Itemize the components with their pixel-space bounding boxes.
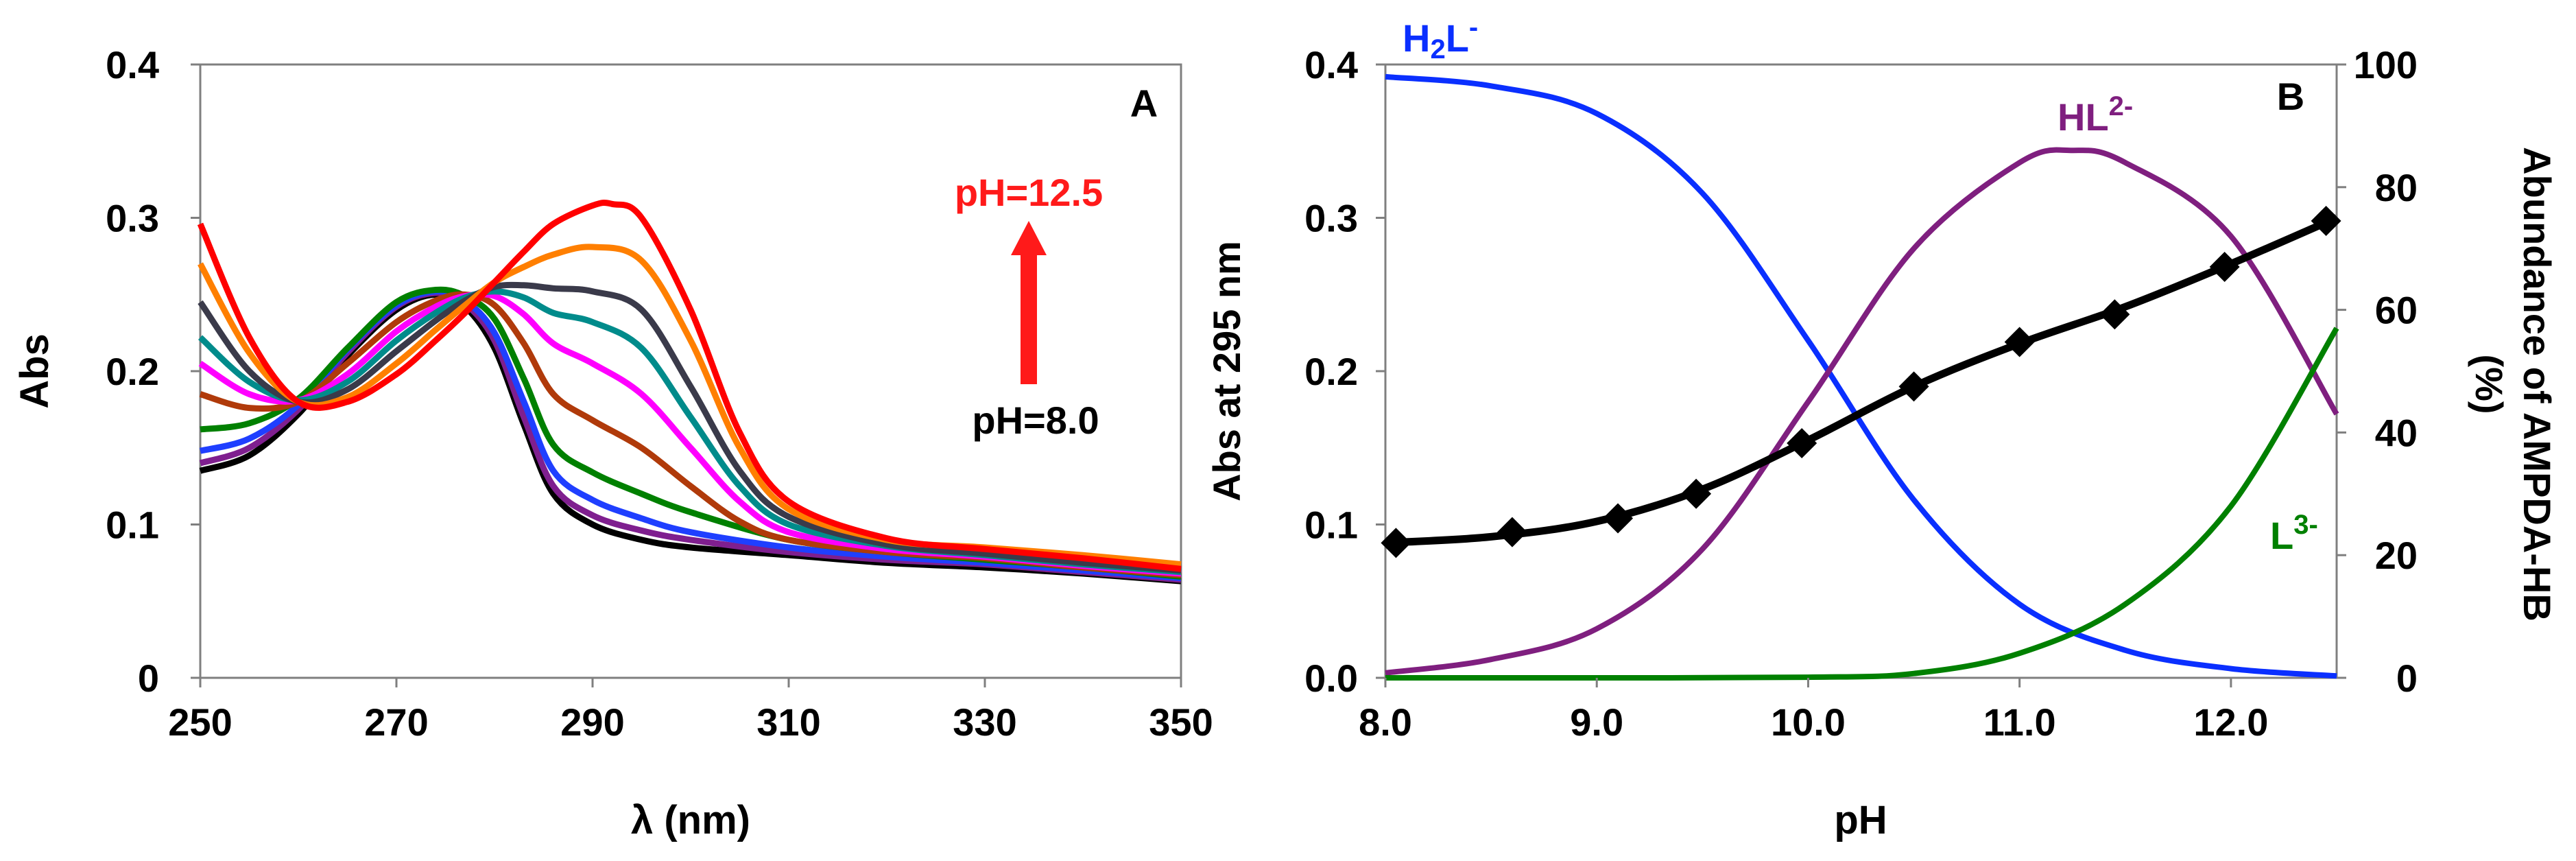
panel-b-y2-tick-label: 0 (2396, 657, 2418, 700)
panel-a: 250 270 290 310 330 350 0 0.1 0.2 0.3 0.4 A pH=12.… (12, 43, 1213, 842)
panel-b-species-curve-2 (1385, 147, 2339, 676)
panel-b-absorbance-point (1381, 528, 1411, 558)
panel-b-absorbance-point (1496, 517, 1527, 547)
panel-b-y2-axis-label-line2: (%) (2468, 354, 2511, 414)
panel-b-ticks: 8.0 9.0 10.0 11.0 12.0 0.0 0.1 0.2 0.3 0.4 0 20 40 60… (1304, 43, 2418, 744)
panel-a-y-tick-label: 0.3 (106, 197, 159, 240)
panel-a-y-tick-label: 0.2 (106, 350, 159, 393)
panel-letter-a: A (1130, 82, 1158, 125)
panel-b-absorbance-point (1898, 371, 1929, 402)
panel-b-x-tick-label: 12.0 (2193, 700, 2268, 744)
panel-b-y2-tick-label: 40 (2375, 411, 2418, 454)
panel-b-absorbance-point (2004, 327, 2035, 357)
panel-b-y2-tick-label: 60 (2375, 289, 2418, 332)
panel-b-absorbance-group (1381, 205, 2341, 558)
panel-a-x-tick-label: 350 (1149, 700, 1213, 744)
panel-a-x-tick-label: 290 (560, 700, 624, 744)
panel-a-x-axis-label: λ (nm) (631, 798, 750, 842)
panel-letter-b: B (2277, 75, 2304, 118)
panel-b-y2-axis-label-line1: Abundance of AMPDA-HB (2516, 147, 2559, 622)
panel-b-absorbance-point (2099, 299, 2130, 330)
panel-b-absorbance-point (1681, 478, 1712, 509)
species-label-l: L3- (2270, 510, 2318, 557)
panel-a-y-tick-label: 0.1 (106, 504, 159, 547)
panel-b-y2-tick-label: 20 (2375, 534, 2418, 577)
species-label-h2l: H2L- (1403, 12, 1478, 64)
species-label-hl: HL2- (2058, 91, 2133, 139)
panel-b-x-tick-label: 8.0 (1359, 700, 1412, 744)
panel-b-species-curve-3 (1385, 327, 2339, 681)
panel-a-series-line-10 (197, 200, 1182, 572)
panel-b-y2-tick-label: 100 (2354, 43, 2418, 86)
panel-b-absorbance-point (2209, 252, 2240, 283)
panel-b-y2-tick-label: 80 (2375, 166, 2418, 209)
panel-a-x-tick-label: 310 (756, 700, 820, 744)
panel-b-x-tick-label: 10.0 (1771, 700, 1846, 744)
panel-a-series-line-8 (198, 281, 1182, 574)
panel-a-x-tick-label: 250 (168, 700, 232, 744)
panel-b-y-tick-label: 0.3 (1304, 197, 1358, 240)
panel-b-x-tick-label: 11.0 (1983, 700, 2056, 744)
panel-b-y-tick-label: 0.1 (1304, 504, 1358, 547)
increase-arrow (1011, 221, 1047, 384)
annotation-ph-high: pH=12.5 (955, 171, 1103, 214)
panel-a-ticks: 250 270 290 310 330 350 0 0.1 0.2 0.3 0.4 (106, 43, 1213, 744)
panel-b-absorbance-fit-line (1385, 214, 2339, 547)
panel-a-x-tick-label: 270 (364, 700, 428, 744)
panel-b-y-axis-label: Abs at 295 nm (1205, 241, 1248, 502)
panel-b-x-tick-label: 9.0 (1570, 700, 1623, 744)
panel-b-y-tick-label: 0.4 (1304, 43, 1358, 86)
panel-b-plot-area (1384, 63, 2338, 679)
panel-b-absorbance-point (2311, 205, 2341, 236)
panel-a-y-tick-label: 0.4 (106, 43, 159, 86)
annotation-ph-low: pH=8.0 (972, 399, 1099, 442)
panel-b: 8.0 9.0 10.0 11.0 12.0 0.0 0.1 0.2 0.3 0.4 0 20 40 60… (1205, 12, 2559, 842)
panel-b-y-tick-label: 0.0 (1304, 657, 1358, 700)
panel-a-y-tick-label: 0 (138, 657, 159, 700)
panel-a-y-axis-label: Abs (12, 333, 57, 409)
panel-b-absorbance-point (1787, 428, 1817, 459)
panel-b-absorbance-point (1603, 503, 1634, 534)
panel-a-series-group (197, 200, 1182, 585)
panel-b-y-tick-label: 0.2 (1304, 350, 1358, 393)
panel-a-x-tick-label: 330 (953, 700, 1016, 744)
panel-b-x-axis-label: pH (1834, 798, 1887, 842)
